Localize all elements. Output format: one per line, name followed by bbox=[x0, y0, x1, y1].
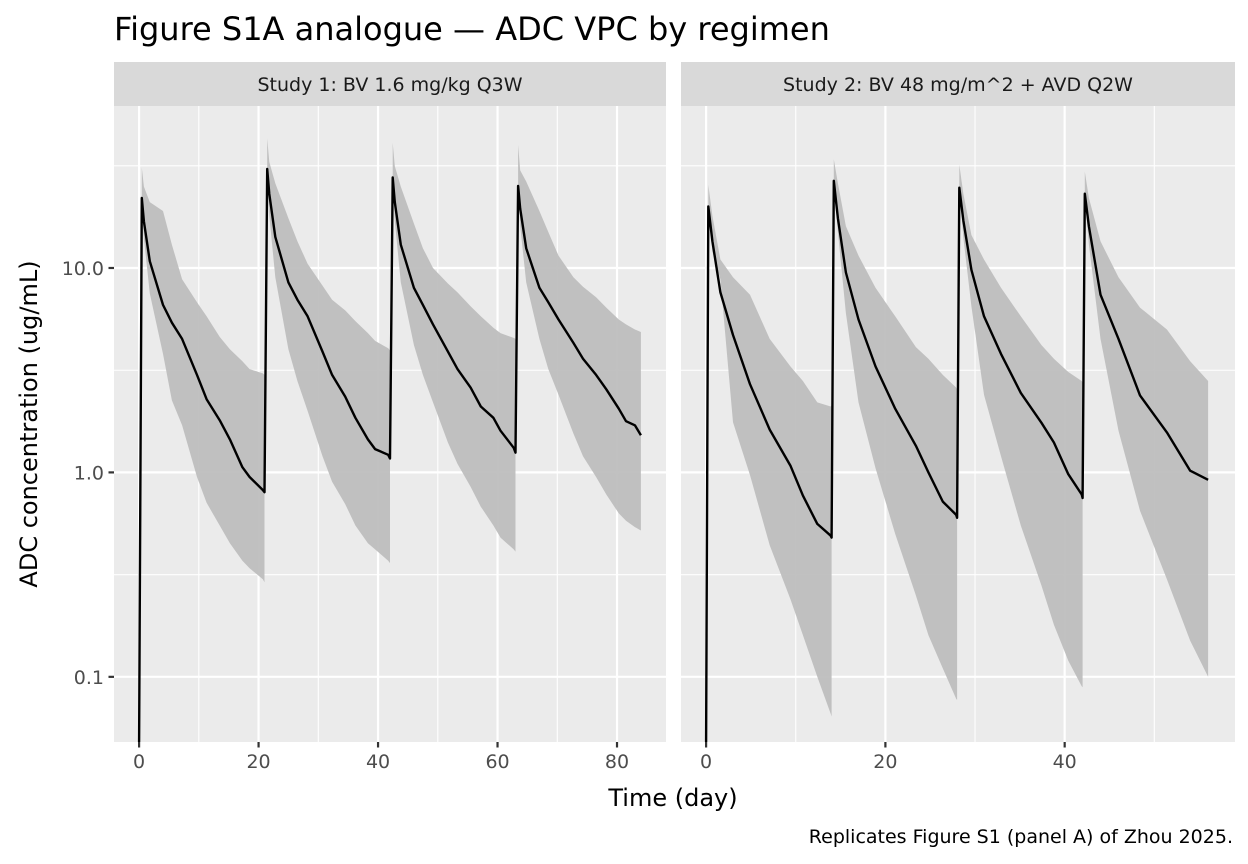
prediction-interval-band bbox=[141, 167, 265, 583]
x-tick-label: 80 bbox=[605, 751, 629, 773]
x-tick-label: 0 bbox=[700, 751, 712, 773]
x-tick-label: 20 bbox=[246, 751, 270, 773]
y-tick-label: 1.0 bbox=[74, 462, 104, 484]
x-axis: 0 20 40 60 80 bbox=[133, 742, 629, 773]
strip-label: Study 1: BV 1.6 mg/kg Q3W bbox=[257, 74, 522, 96]
median-concentration-line bbox=[137, 167, 642, 742]
prediction-interval-band bbox=[267, 138, 390, 564]
prediction-band bbox=[708, 159, 1209, 717]
x-axis: 0 20 40 bbox=[700, 742, 1077, 773]
x-tick-label: 40 bbox=[366, 751, 390, 773]
median-concentration-line bbox=[704, 179, 1209, 742]
prediction-interval-band bbox=[833, 159, 958, 701]
strip-background bbox=[681, 62, 1235, 106]
x-axis-title: Time (day) bbox=[607, 784, 737, 812]
y-tick-label: 10.0 bbox=[62, 258, 104, 280]
caption: Replicates Figure S1 (panel A) of Zhou 2… bbox=[809, 826, 1233, 848]
prediction-band bbox=[141, 138, 641, 583]
strip-background bbox=[114, 62, 666, 106]
prediction-interval-band bbox=[1084, 171, 1209, 677]
x-tick-label: 20 bbox=[873, 751, 897, 773]
panel-study-2: Study 2: BV 48 mg/m^2 + AVD Q2W 0 20 40 bbox=[681, 62, 1235, 773]
median-line bbox=[704, 179, 1209, 742]
x-tick-label: 60 bbox=[485, 751, 509, 773]
prediction-interval-band bbox=[518, 144, 641, 531]
y-axis-title: ADC concentration (ug/mL) bbox=[15, 260, 43, 587]
panel-study-1: Study 1: BV 1.6 mg/kg Q3W 0 20 40 60 80 bbox=[114, 62, 666, 773]
strip-label: Study 2: BV 48 mg/m^2 + AVD Q2W bbox=[783, 74, 1133, 96]
prediction-interval-band bbox=[392, 142, 516, 552]
y-axis: 0.1 1.0 10.0 bbox=[62, 258, 114, 689]
chart-title: Figure S1A analogue — ADC VPC by regimen bbox=[114, 10, 830, 48]
x-tick-label: 40 bbox=[1053, 751, 1077, 773]
prediction-interval-band bbox=[959, 164, 1083, 688]
x-tick-label: 0 bbox=[133, 751, 145, 773]
median-line bbox=[137, 167, 642, 742]
prediction-interval-band bbox=[708, 184, 832, 717]
y-tick-label: 0.1 bbox=[74, 667, 104, 689]
